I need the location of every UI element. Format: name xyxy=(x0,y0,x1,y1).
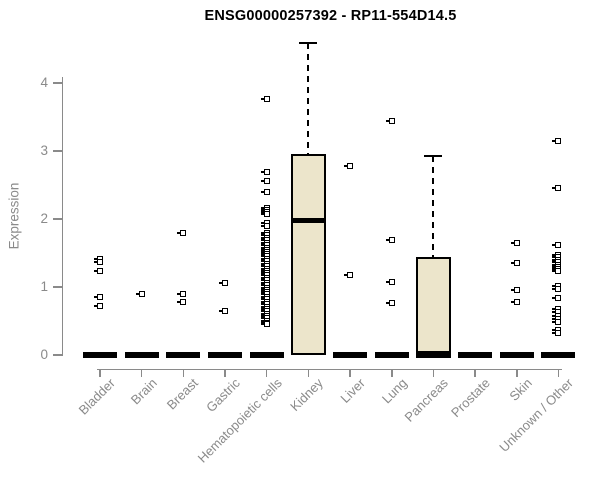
outlier-point xyxy=(94,303,103,310)
y-tick-label: 4 xyxy=(40,75,48,90)
outlier-point xyxy=(260,321,270,328)
outlier-point xyxy=(94,258,103,265)
outlier-point xyxy=(177,230,187,237)
zero-median-bar xyxy=(499,351,534,358)
outlier-point xyxy=(94,293,103,300)
y-tick-label: 2 xyxy=(40,211,48,226)
y-tick-label: 3 xyxy=(40,143,48,158)
outlier-point xyxy=(135,291,145,298)
whisker-cap xyxy=(299,41,318,45)
y-tick-label: 0 xyxy=(40,347,48,362)
x-axis-tick xyxy=(516,368,518,377)
outlier-point xyxy=(510,286,520,293)
outlier-point xyxy=(552,286,562,293)
x-axis-tick xyxy=(307,368,310,377)
zero-median-bar xyxy=(458,351,493,358)
outlier-point xyxy=(385,237,395,244)
outlier-point xyxy=(510,298,520,305)
zero-median-bar xyxy=(166,351,201,358)
zero-median-bar xyxy=(541,351,576,358)
median-line xyxy=(415,351,451,358)
x-axis-tick xyxy=(99,368,101,377)
whisker-cap xyxy=(424,154,443,157)
x-axis-tick xyxy=(349,368,351,377)
outlier-point xyxy=(385,278,395,285)
outlier-point xyxy=(260,223,270,230)
zero-median-bar xyxy=(249,351,284,358)
y-axis-tick xyxy=(53,286,62,288)
outlier-point xyxy=(552,184,562,191)
median-line xyxy=(290,217,326,223)
outlier-point xyxy=(260,177,270,184)
outlier-point xyxy=(385,118,395,125)
outlier-point xyxy=(177,298,187,305)
x-axis-tick xyxy=(557,368,560,377)
x-axis-tick xyxy=(474,368,476,377)
x-axis-tick xyxy=(224,368,226,377)
zero-median-bar xyxy=(83,351,117,358)
outlier-point xyxy=(385,299,395,306)
outlier-point xyxy=(552,137,562,144)
outlier-point xyxy=(552,318,562,325)
zero-median-bar xyxy=(124,351,159,358)
box xyxy=(415,257,451,355)
outlier-point xyxy=(344,272,354,279)
upper-whisker xyxy=(432,155,435,258)
outlier-point xyxy=(344,162,354,169)
outlier-point xyxy=(219,279,229,286)
outlier-point xyxy=(552,294,562,301)
outlier-point xyxy=(552,241,562,248)
outlier-point xyxy=(510,240,520,247)
y-axis-tick xyxy=(53,82,62,84)
outlier-point xyxy=(260,211,270,218)
outlier-point xyxy=(177,291,187,298)
x-axis-line xyxy=(97,368,562,370)
x-axis-tick xyxy=(140,368,143,377)
x-axis-tick xyxy=(391,368,393,377)
outlier-point xyxy=(94,267,103,274)
x-axis-tick xyxy=(182,368,185,377)
x-axis-tick xyxy=(265,368,268,377)
outlier-point xyxy=(219,307,229,314)
outlier-point xyxy=(260,95,270,102)
zero-median-bar xyxy=(374,351,409,358)
outlier-point xyxy=(260,189,270,196)
outlier-point xyxy=(510,260,520,267)
upper-whisker xyxy=(307,42,310,154)
zero-median-bar xyxy=(333,351,368,358)
y-tick-label: 1 xyxy=(40,279,48,294)
outlier-point xyxy=(552,268,562,275)
y-axis-tick xyxy=(53,150,62,152)
outlier-point xyxy=(552,329,562,336)
outlier-point xyxy=(260,169,270,176)
y-axis-tick xyxy=(53,218,62,220)
x-axis-tick xyxy=(432,368,435,377)
zero-median-bar xyxy=(208,351,243,358)
chart-title: ENSG00000257392 - RP11-554D14.5 xyxy=(204,8,457,24)
box xyxy=(290,153,326,355)
y-axis-tick xyxy=(53,354,62,356)
y-axis-line xyxy=(61,77,63,356)
